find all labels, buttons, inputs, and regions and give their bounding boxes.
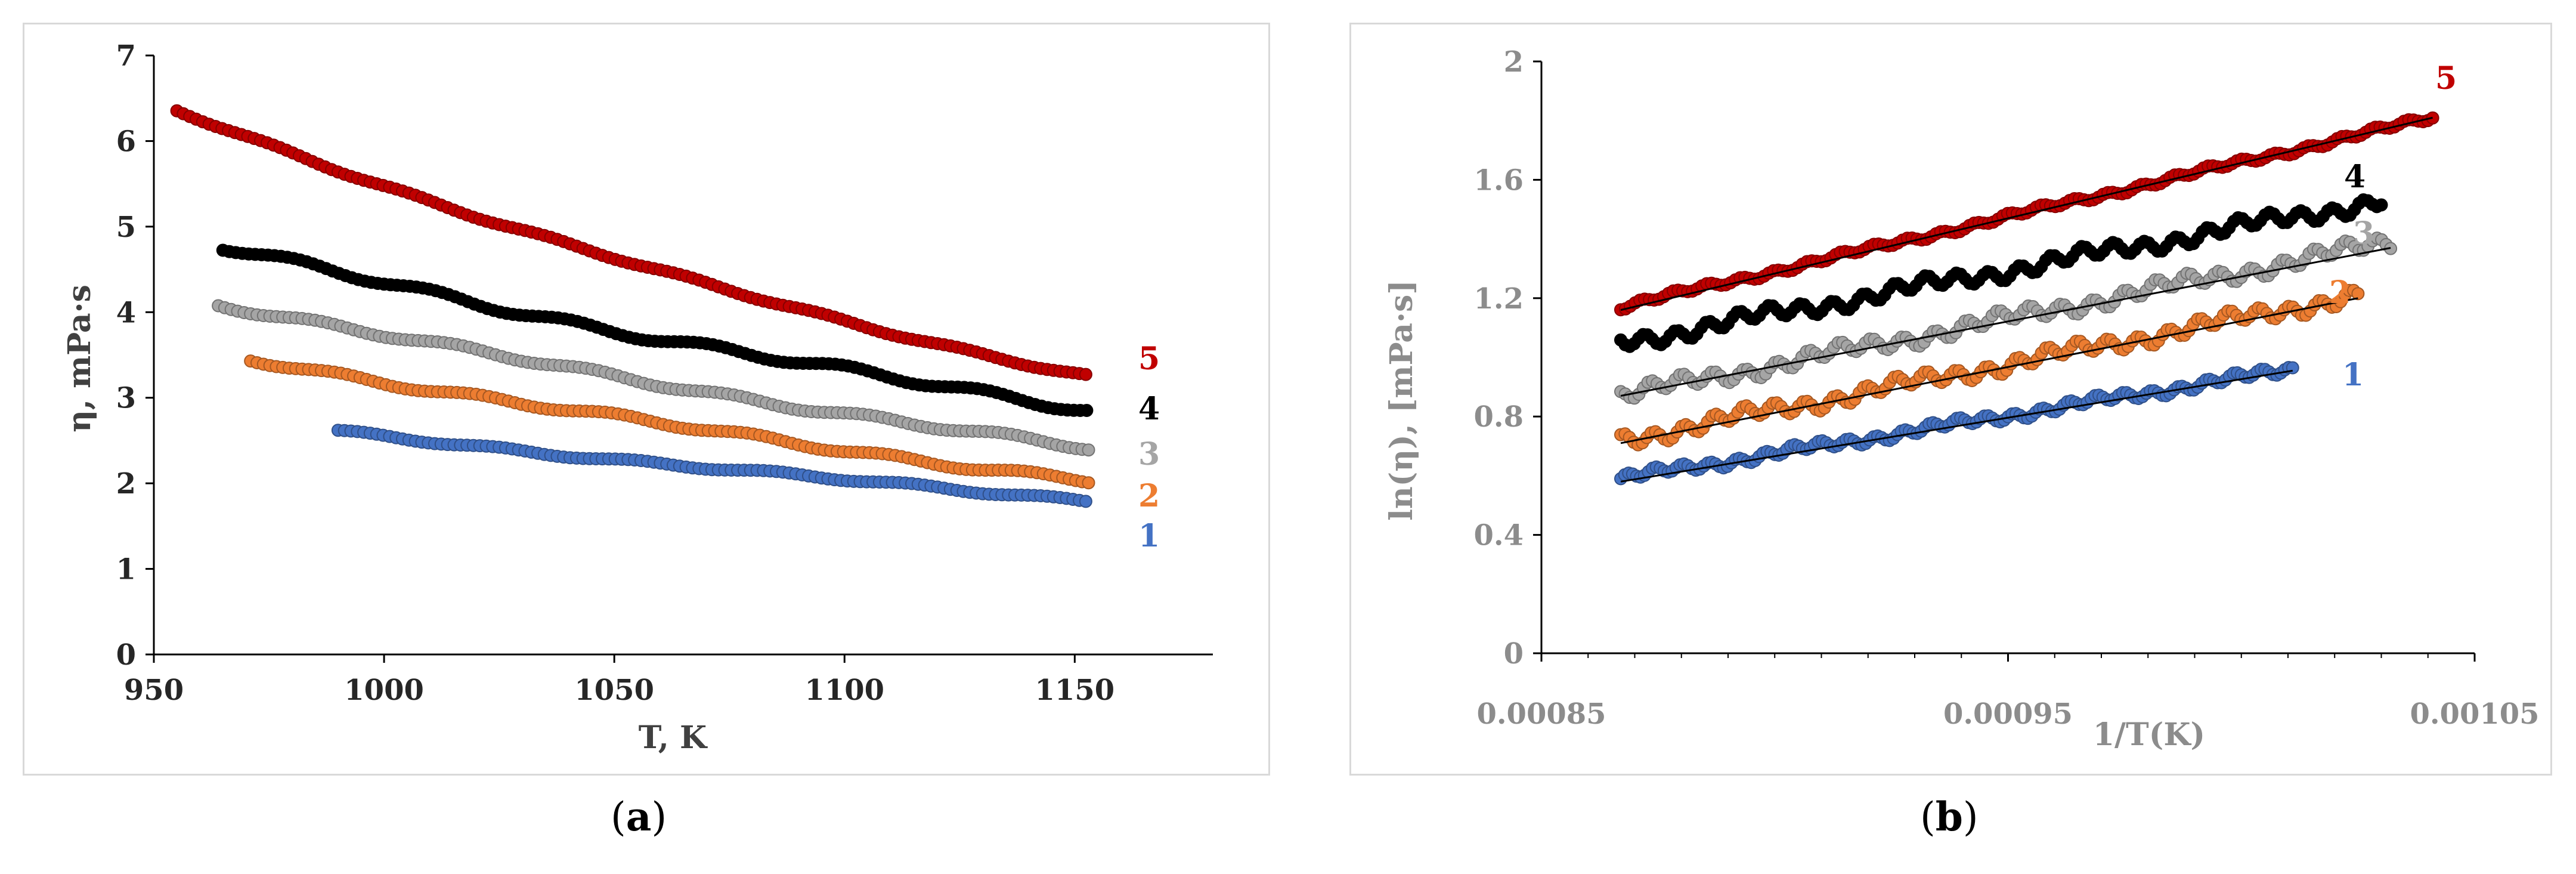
chart-a-series-4	[216, 243, 1094, 417]
chart-a-xtick-label: 1150	[1035, 674, 1115, 707]
caption-b-letter: b	[1935, 793, 1963, 840]
chart-a-series-2	[244, 354, 1095, 490]
chart-a-ytick-label: 5	[116, 211, 136, 244]
caption-a: (a)	[611, 793, 667, 840]
chart-b-ytick-label: 0.4	[1473, 519, 1524, 552]
chart-b-ytick-label: 0.8	[1473, 400, 1524, 434]
chart-b-series-label-2: 2	[2329, 274, 2351, 311]
chart-b-ytick-label: 1.2	[1473, 282, 1524, 316]
caption-a-letter: a	[626, 793, 652, 840]
chart-b-point	[2374, 198, 2388, 212]
chart-a-series-label-4: 4	[1138, 391, 1160, 427]
chart-a-ytick-label: 6	[116, 125, 136, 158]
chart-b-ylabel: ln(η), [mPa·s]	[1383, 280, 1420, 521]
chart-a-ytick-label: 1	[116, 553, 136, 586]
chart-a-series-3	[212, 299, 1095, 457]
chart-b-xtick-label: 0.00095	[1943, 697, 2073, 731]
chart-a-ytick-label: 0	[116, 638, 136, 672]
chart-b-fit-line-1	[1620, 369, 2293, 483]
chart-a-ytick-label: 7	[116, 39, 136, 73]
chart-b-series-4	[1614, 193, 2388, 353]
chart-a-series-label-3: 3	[1138, 436, 1160, 472]
chart-a-point	[1082, 443, 1095, 457]
chart-b-series-label-5: 5	[2435, 60, 2457, 97]
chart-b-series-label-4: 4	[2344, 159, 2366, 195]
chart-a-ytick-label: 3	[116, 382, 136, 415]
chart-a-xtick-label: 1100	[804, 674, 884, 707]
chart-a-series-5	[170, 104, 1092, 381]
chart-b-xtick-label: 0.00105	[2410, 697, 2539, 731]
chart-b-svg: 00.40.81.21.620.00085 0.00095 0.00105 1234…	[1383, 45, 2540, 753]
chart-b-series-3	[1614, 231, 2398, 405]
chart-b-ytick-label: 0	[1504, 637, 1524, 671]
chart-a-xtick-label: 1000	[344, 674, 424, 707]
chart-a-point	[1079, 367, 1092, 381]
chart-a-point	[1082, 476, 1095, 490]
chart-a-series-label-2: 2	[1138, 478, 1160, 514]
chart-a-xlabel: T, K	[639, 719, 708, 756]
chart-panel-a: 0 1 2 3 4 5 6 7 950 1000 1050 1100 1150 1 2 3 4 5 T, K η…	[23, 23, 1270, 776]
chart-b-series-2	[1614, 283, 2365, 452]
chart-b-series-label-3: 3	[2353, 215, 2374, 252]
chart-b-xlabel: 1/T(K)	[2093, 717, 2205, 753]
chart-b-xtick-label: 0.00085	[1476, 697, 1606, 731]
chart-a-series-label-1: 1	[1138, 518, 1160, 554]
chart-a-series-1	[331, 424, 1092, 508]
chart-b-ytick-label: 2	[1504, 45, 1524, 79]
chart-a-series-label-5: 5	[1138, 341, 1160, 377]
chart-a-xtick-label: 950	[124, 674, 184, 707]
chart-a-ytick-label: 4	[116, 296, 136, 329]
chart-b-fit-line-3	[1620, 247, 2391, 397]
chart-b-fit-line-2	[1620, 297, 2358, 444]
chart-b-point	[2351, 287, 2365, 301]
chart-b-series-label-1: 1	[2342, 357, 2364, 393]
caption-b: (b)	[1920, 793, 1979, 840]
chart-a-ylabel: η, mPa·s	[61, 285, 98, 433]
chart-a-ytick-label: 2	[116, 467, 136, 501]
chart-a-point	[1079, 495, 1092, 508]
chart-a-svg: 0 1 2 3 4 5 6 7 950 1000 1050 1100 1150 1 2 3 4 5 T, K η…	[61, 39, 1213, 756]
chart-a-point	[1080, 404, 1094, 417]
chart-a-xtick-label: 1050	[574, 674, 654, 707]
chart-b-ytick-label: 1.6	[1473, 163, 1524, 197]
chart-b-fit-line-5	[1620, 116, 2433, 311]
